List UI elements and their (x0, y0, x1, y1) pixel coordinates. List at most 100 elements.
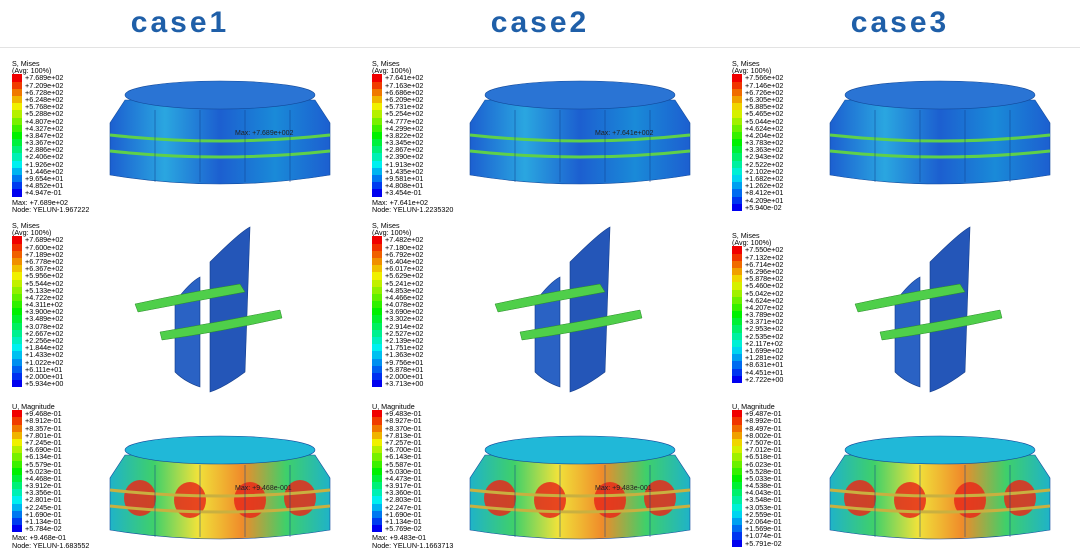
color-swatch (12, 358, 22, 366)
legend-row: +7.689e+02 (12, 74, 89, 82)
legend-row: +3.078e+02 (12, 322, 63, 330)
legend-row: +5.934e+00 (12, 380, 63, 387)
column-title: case2 (490, 6, 590, 39)
legend-value: +4.538e-01 (745, 481, 782, 491)
legend-value: +1.281e+02 (745, 353, 784, 363)
legend-value: +8.927e-01 (385, 416, 422, 426)
legend-value: +2.406e+02 (25, 152, 64, 162)
legend-row: +5.030e-01 (372, 467, 453, 475)
color-swatch (12, 153, 22, 161)
legend-row: +1.690e-01 (12, 511, 89, 518)
legend-value: +7.257e-01 (385, 437, 422, 447)
color-swatch (12, 503, 22, 511)
legend-value: +5.254e+02 (385, 109, 424, 119)
legend-row: +6.111e+01 (12, 366, 63, 373)
legend-value: +3.690e+02 (385, 307, 424, 317)
legend-value: +2.256e+02 (25, 336, 64, 346)
color-swatch (732, 131, 742, 140)
color-swatch (12, 438, 22, 447)
legend-row: +7.163e+02 (372, 81, 453, 89)
legend-row: +3.822e+02 (372, 132, 453, 139)
max-annotation: Max: +7.641e+002 (595, 130, 653, 137)
band (829, 149, 1051, 159)
band (109, 133, 331, 143)
legend-value: +4.468e-01 (25, 473, 62, 483)
max-node: Node: YELUN-1.2235320 (372, 204, 454, 214)
color-swatch (732, 203, 742, 211)
color-swatch (12, 250, 22, 258)
legend-value: +2.522e+02 (745, 159, 784, 169)
legend-value: +1.699e+02 (745, 346, 784, 356)
legend-row: +5.784e-02 (12, 525, 89, 532)
color-swatch (12, 167, 22, 176)
legend-row: +5.288e+02 (12, 109, 89, 119)
color-swatch (12, 293, 22, 302)
legend-row: +2.406e+02 (12, 152, 89, 162)
legend-row: +9.756e+01 (372, 358, 423, 366)
legend-value: +5.769e-02 (385, 524, 422, 534)
max-node: Node: YELUN-1.1663713 (372, 540, 454, 550)
rib (519, 309, 643, 341)
color-swatch (12, 286, 22, 294)
legend-row: +7.146e+02 (732, 81, 783, 89)
legend-value: +7.600e+02 (25, 242, 64, 252)
legend-title: U, Magnitude (732, 402, 775, 411)
color-swatch (372, 322, 382, 330)
legend-value: +2.803e-01 (385, 495, 422, 505)
legend-row: +3.489e+02 (12, 315, 63, 323)
color-swatch (12, 460, 22, 468)
color-swatch (372, 482, 382, 490)
legend-row: +4.043e-01 (732, 489, 782, 496)
legend-row: +3.690e+02 (372, 308, 423, 315)
legend-value: +2.390e+02 (385, 152, 424, 162)
legend-row: +1.844e+02 (12, 344, 63, 351)
legend-value: +4.207e+02 (745, 302, 784, 312)
legend-value: +3.847e+02 (25, 130, 64, 140)
rib (159, 309, 283, 341)
legend-value: +7.550e+02 (745, 245, 784, 255)
color-swatch (732, 410, 742, 418)
legend-row: +7.813e-01 (372, 432, 453, 439)
color-swatch (12, 301, 22, 309)
legend-value: +4.204e+02 (745, 130, 784, 140)
legend-value: +1.074e-01 (745, 531, 782, 541)
legend-value: +5.288e+02 (25, 109, 64, 119)
color-swatch (12, 182, 22, 190)
legend-row: +5.241e+02 (372, 279, 423, 287)
color-swatch (12, 88, 22, 96)
legend-value: +8.912e-01 (25, 416, 62, 426)
legend-value: +9.654e+01 (25, 174, 64, 184)
legend-row: +3.847e+02 (12, 132, 89, 139)
legend-value: +4.853e+02 (385, 285, 424, 295)
color-swatch (12, 160, 22, 168)
legend-value: +1.022e+02 (25, 357, 64, 367)
legend-row: +9.483e-01 (372, 410, 453, 417)
color-swatch (732, 474, 742, 483)
color-swatch (12, 351, 22, 359)
legend-row: +8.002e-01 (732, 432, 782, 439)
color-swatch (372, 175, 382, 183)
color-swatch (732, 275, 742, 283)
legend-row: +2.803e-01 (372, 495, 453, 505)
legend-value: +6.690e-01 (25, 445, 62, 455)
legend-value: +6.367e+02 (25, 264, 64, 274)
render (854, 226, 1003, 393)
color-swatch (732, 267, 742, 276)
legend-value: +1.363e+02 (385, 350, 424, 360)
legend-value: +4.466e+02 (385, 292, 424, 302)
color-swatch (732, 467, 742, 475)
legend-value: +6.143e-01 (385, 452, 422, 462)
legend-value: +5.934e+00 (25, 379, 64, 389)
legend-row: +2.000e+01 (12, 373, 63, 380)
legend-value: +1.682e+02 (745, 174, 784, 184)
legend-row: +7.132e+02 (732, 253, 783, 261)
legend-value: +2.953e+02 (745, 324, 784, 334)
legend-row: +1.435e+02 (372, 168, 453, 175)
band (829, 488, 1051, 498)
legend-value: +8.992e-01 (745, 416, 782, 426)
legend-row: +4.207e+02 (732, 304, 783, 311)
legend-row: +5.042e+02 (732, 289, 783, 297)
legend-value: +9.487e-01 (745, 409, 782, 419)
legend-value: +8.357e-01 (25, 423, 62, 433)
legend-value: +3.789e+02 (745, 310, 784, 320)
